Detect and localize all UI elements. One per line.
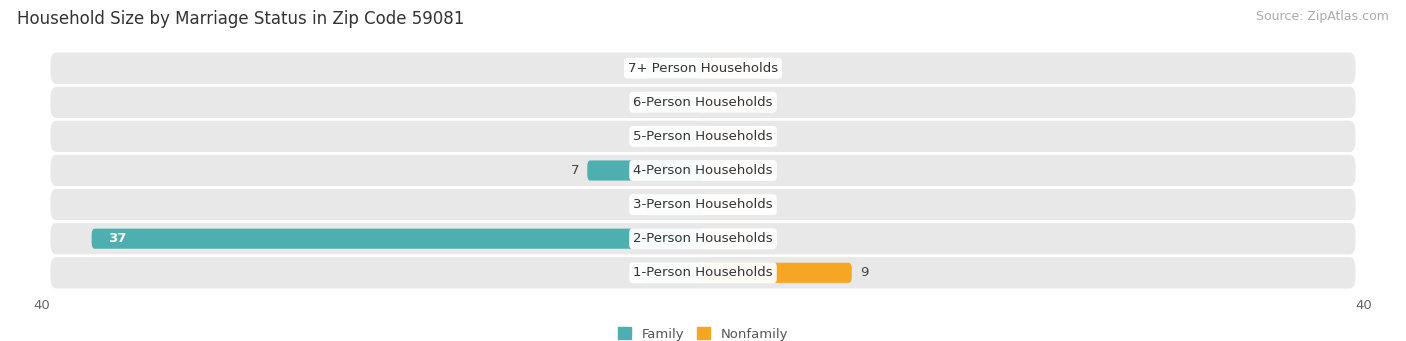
Text: 0: 0 (768, 62, 776, 75)
FancyBboxPatch shape (645, 127, 703, 147)
Text: 9: 9 (860, 266, 869, 279)
Text: 0: 0 (630, 266, 638, 279)
Text: 0: 0 (630, 130, 638, 143)
Text: 0: 0 (768, 198, 776, 211)
FancyBboxPatch shape (588, 160, 703, 181)
Text: 5-Person Households: 5-Person Households (633, 130, 773, 143)
Text: 3-Person Households: 3-Person Households (633, 198, 773, 211)
Text: 37: 37 (108, 232, 127, 245)
FancyBboxPatch shape (703, 228, 761, 249)
FancyBboxPatch shape (645, 263, 703, 283)
Text: 0: 0 (768, 232, 776, 245)
Text: 0: 0 (630, 198, 638, 211)
Text: Source: ZipAtlas.com: Source: ZipAtlas.com (1256, 10, 1389, 23)
FancyBboxPatch shape (51, 121, 1355, 152)
FancyBboxPatch shape (645, 194, 703, 215)
FancyBboxPatch shape (51, 155, 1355, 186)
Text: 0: 0 (768, 96, 776, 109)
FancyBboxPatch shape (51, 257, 1355, 288)
FancyBboxPatch shape (703, 160, 761, 181)
FancyBboxPatch shape (703, 263, 852, 283)
FancyBboxPatch shape (703, 194, 761, 215)
FancyBboxPatch shape (645, 58, 703, 78)
FancyBboxPatch shape (51, 223, 1355, 254)
FancyBboxPatch shape (51, 53, 1355, 84)
Text: 0: 0 (630, 96, 638, 109)
Legend: Family, Nonfamily: Family, Nonfamily (617, 327, 789, 341)
Text: 7+ Person Households: 7+ Person Households (628, 62, 778, 75)
Text: 6-Person Households: 6-Person Households (633, 96, 773, 109)
Text: 2-Person Households: 2-Person Households (633, 232, 773, 245)
Text: 0: 0 (768, 164, 776, 177)
FancyBboxPatch shape (645, 92, 703, 112)
Text: 4-Person Households: 4-Person Households (633, 164, 773, 177)
FancyBboxPatch shape (51, 189, 1355, 220)
Text: 0: 0 (768, 130, 776, 143)
Text: 7: 7 (571, 164, 579, 177)
FancyBboxPatch shape (703, 92, 761, 112)
FancyBboxPatch shape (703, 58, 761, 78)
Text: 1-Person Households: 1-Person Households (633, 266, 773, 279)
Text: Household Size by Marriage Status in Zip Code 59081: Household Size by Marriage Status in Zip… (17, 10, 464, 28)
FancyBboxPatch shape (703, 127, 761, 147)
Text: 0: 0 (630, 62, 638, 75)
FancyBboxPatch shape (51, 87, 1355, 118)
FancyBboxPatch shape (91, 228, 703, 249)
